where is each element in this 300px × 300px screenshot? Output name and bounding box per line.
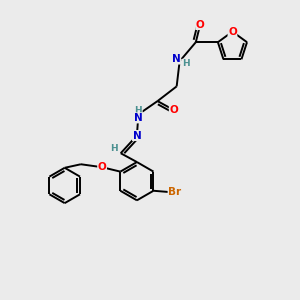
Text: N: N (133, 130, 141, 141)
Text: H: H (110, 144, 118, 153)
Text: H: H (182, 59, 189, 68)
Text: Br: Br (168, 187, 181, 197)
Text: O: O (169, 105, 178, 115)
Text: N: N (172, 54, 180, 64)
Text: N: N (134, 113, 143, 123)
Text: H: H (135, 106, 142, 115)
Text: O: O (228, 27, 237, 37)
Text: O: O (98, 162, 106, 172)
Text: O: O (196, 20, 205, 29)
